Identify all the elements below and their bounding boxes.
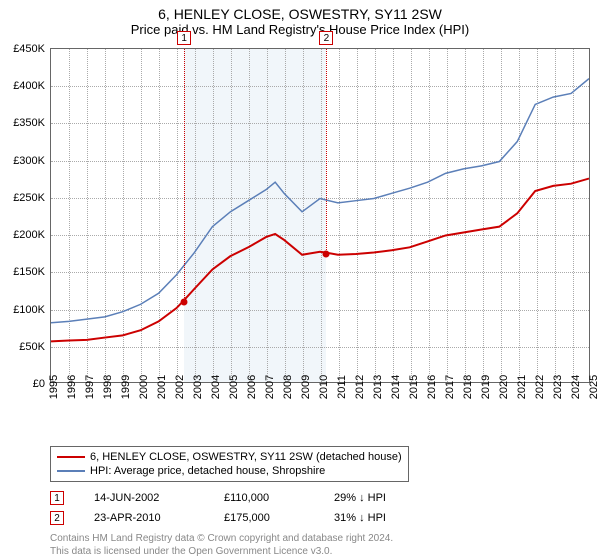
y-axis-label: £0 [5, 378, 45, 390]
y-axis-label: £200K [5, 229, 45, 241]
legend-swatch [57, 470, 85, 472]
copyright-text: Contains HM Land Registry data © Crown c… [50, 532, 590, 558]
transaction-marker: 1 [50, 491, 64, 505]
transaction-price: £110,000 [224, 492, 304, 504]
marker-label: 2 [319, 31, 333, 45]
transaction-date: 23-APR-2010 [94, 512, 194, 524]
chart-title-subtitle: Price paid vs. HM Land Registry's House … [0, 22, 600, 37]
copyright-line-1: Contains HM Land Registry data © Crown c… [50, 532, 590, 545]
transaction-row: 1 14-JUN-2002 £110,000 29% ↓ HPI [50, 488, 590, 508]
footer: 1 14-JUN-2002 £110,000 29% ↓ HPI 2 23-APR-201… [50, 488, 590, 558]
plot-area: £0£50K£100K£150K£200K£250K£300K£350K£400… [50, 48, 590, 383]
y-axis-label: £300K [5, 155, 45, 167]
legend-item: 6, HENLEY CLOSE, OSWESTRY, SY11 2SW (det… [57, 450, 402, 464]
legend: 6, HENLEY CLOSE, OSWESTRY, SY11 2SW (det… [50, 446, 409, 482]
legend-item: HPI: Average price, detached house, Shro… [57, 464, 402, 478]
copyright-line-2: This data is licensed under the Open Gov… [50, 545, 590, 558]
y-axis-label: £150K [5, 266, 45, 278]
chart-container: £0£50K£100K£150K£200K£250K£300K£350K£400… [50, 48, 590, 413]
transactions-table: 1 14-JUN-2002 £110,000 29% ↓ HPI 2 23-APR-201… [50, 488, 590, 528]
chart-lines [51, 49, 589, 382]
transaction-vs-hpi: 31% ↓ HPI [334, 512, 386, 524]
marker-dot [181, 299, 188, 306]
legend-text: 6, HENLEY CLOSE, OSWESTRY, SY11 2SW (det… [90, 451, 402, 463]
legend-text: HPI: Average price, detached house, Shro… [90, 465, 325, 477]
chart-title-address: 6, HENLEY CLOSE, OSWESTRY, SY11 2SW [0, 0, 600, 22]
series-line [51, 179, 589, 342]
transaction-marker: 2 [50, 511, 64, 525]
y-axis-label: £450K [5, 43, 45, 55]
transaction-date: 14-JUN-2002 [94, 492, 194, 504]
marker-label: 1 [177, 31, 191, 45]
marker-line [184, 49, 185, 302]
transaction-vs-hpi: 29% ↓ HPI [334, 492, 386, 504]
series-line [51, 79, 589, 323]
marker-line [326, 49, 327, 254]
y-axis-label: £350K [5, 117, 45, 129]
y-axis-label: £100K [5, 304, 45, 316]
y-axis-label: £400K [5, 80, 45, 92]
y-axis-label: £250K [5, 192, 45, 204]
marker-dot [323, 250, 330, 257]
x-axis-label: 2025 [588, 375, 600, 399]
transaction-row: 2 23-APR-2010 £175,000 31% ↓ HPI [50, 508, 590, 528]
transaction-price: £175,000 [224, 512, 304, 524]
legend-swatch [57, 456, 85, 458]
y-axis-label: £50K [5, 341, 45, 353]
